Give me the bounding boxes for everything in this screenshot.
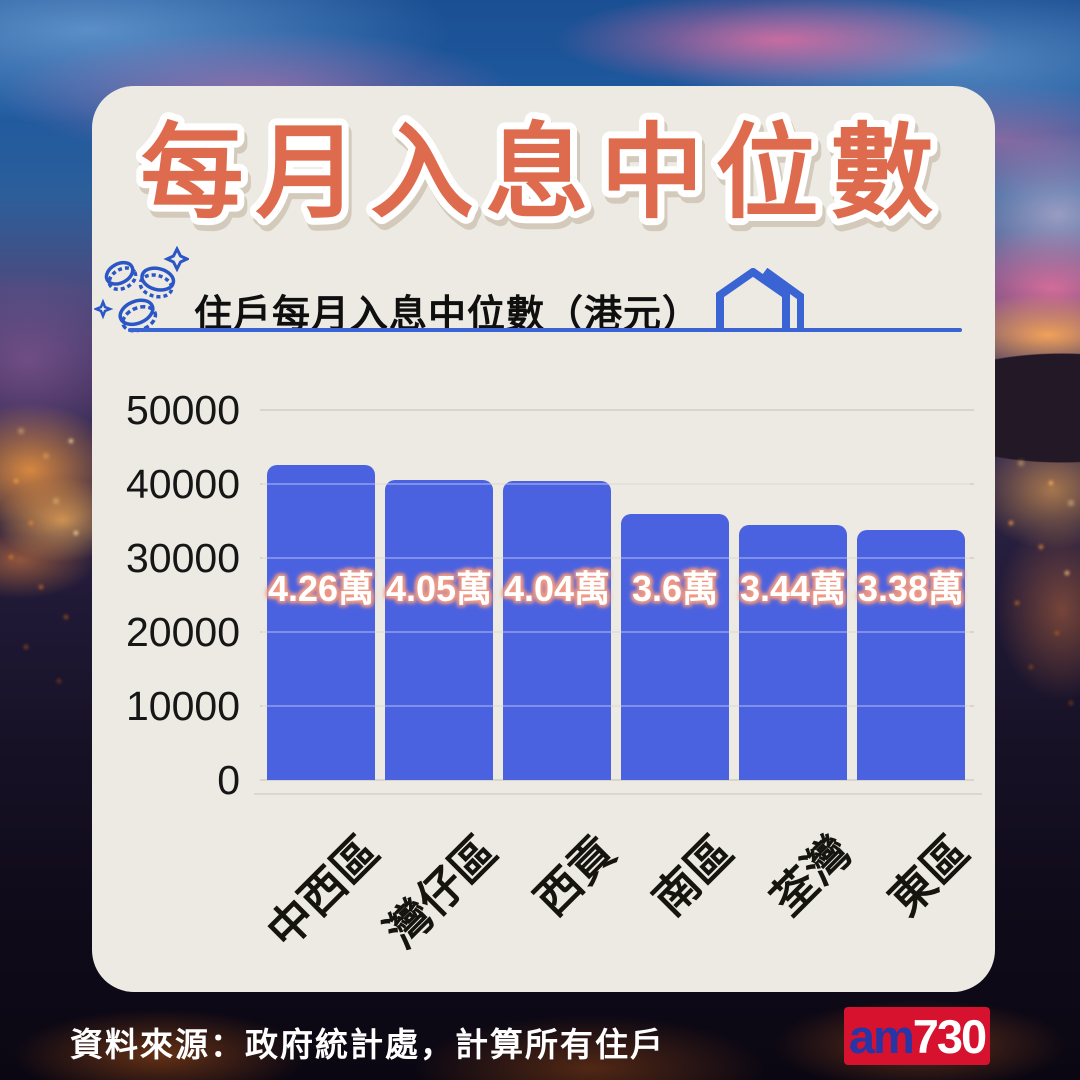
grid-line-overlay — [262, 705, 970, 707]
page-title: 每月入息中位數 — [141, 115, 946, 230]
x-category-label: 灣仔區 — [375, 825, 507, 958]
grid-line — [260, 705, 974, 707]
bar-value-label: 3.6萬 — [631, 568, 719, 609]
grid-line — [260, 409, 974, 411]
page-title-art: 每月入息中位數 — [134, 108, 946, 237]
grid-line — [260, 631, 974, 633]
y-tick-label: 40000 — [125, 461, 240, 507]
grid-line — [260, 483, 974, 485]
coins-icon — [94, 246, 189, 333]
x-category-label: 南區 — [643, 825, 743, 926]
grid-line-overlay — [262, 631, 970, 633]
grid-line-overlay — [262, 557, 970, 559]
source-note: 資料來源：政府統計處，計算所有住戶 — [70, 1026, 665, 1063]
city-lights-decoration — [0, 0, 2, 2]
grid-line — [260, 557, 974, 559]
y-tick-label: 0 — [217, 757, 240, 803]
bar-value-label: 4.05萬 — [385, 568, 493, 609]
grid-line-overlay — [262, 483, 970, 485]
bar-value-label: 3.38萬 — [857, 568, 965, 609]
y-tick-label: 30000 — [125, 535, 240, 581]
bar-value-label: 4.04萬 — [503, 568, 611, 609]
divider-line — [128, 328, 962, 332]
bar-value-label: 3.44萬 — [739, 568, 847, 609]
bar — [503, 481, 611, 780]
bar-chart: 0 10000 20000 30000 40000 50000 4.26萬 4.05萬 4.04… — [92, 86, 995, 992]
logo-am-text: am — [848, 1009, 915, 1063]
y-tick-label: 10000 — [125, 683, 240, 729]
bar — [857, 529, 965, 780]
y-tick-label: 20000 — [125, 609, 240, 655]
x-category-label: 荃灣 — [761, 825, 861, 926]
house-icon — [716, 268, 804, 330]
am730-logo: am 730 — [844, 1007, 990, 1065]
bar — [267, 464, 375, 780]
y-tick-label: 50000 — [125, 387, 240, 433]
bar-value-label: 4.26萬 — [267, 568, 375, 609]
bar — [739, 525, 847, 780]
x-category-label: 東區 — [879, 825, 979, 926]
logo-number-text: 730 — [912, 1009, 987, 1063]
x-category-label: 中西區 — [257, 825, 389, 958]
grid-line — [260, 779, 974, 781]
bar — [621, 513, 729, 780]
content-card: 每月入息中位數 住戶每月入息中位數（港元） 0 10000 20000 3 — [92, 86, 995, 992]
bar — [385, 480, 493, 780]
x-category-label: 西貢 — [525, 825, 625, 926]
x-axis-line — [254, 793, 982, 795]
